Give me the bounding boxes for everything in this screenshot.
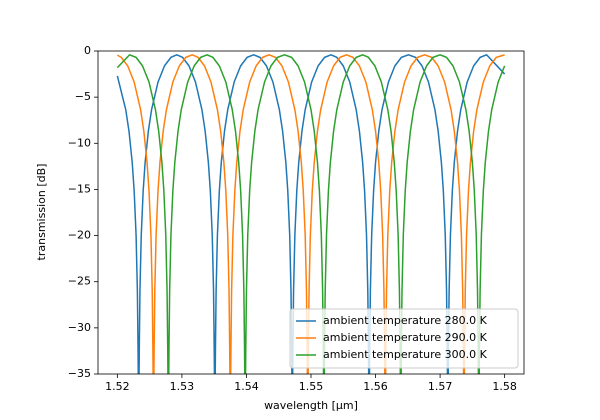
- legend-box: [289, 308, 519, 369]
- series-line: [116, 54, 506, 374]
- y-tick-label: −5: [75, 90, 91, 103]
- series-line: [116, 54, 505, 374]
- x-tick-label: 1.54: [234, 380, 259, 393]
- legend-label: ambient temperature 280.0 K: [323, 314, 488, 327]
- x-tick-label: 1.55: [299, 380, 324, 393]
- x-tick-label: 1.53: [170, 380, 195, 393]
- y-tick-label: −10: [68, 136, 91, 149]
- y-tick-label: −30: [68, 321, 91, 334]
- y-tick-label: −15: [68, 182, 91, 195]
- y-tick-label: −20: [68, 229, 91, 242]
- x-tick-label: 1.52: [105, 380, 130, 393]
- axes-frame: [97, 50, 525, 375]
- y-tick-label: −35: [68, 367, 91, 380]
- x-tick-label: 1.56: [363, 380, 388, 393]
- y-axis-label: transmission [dB]: [35, 164, 48, 261]
- x-axis-label: wavelength [μm]: [264, 399, 358, 412]
- y-tick-label: 0: [84, 44, 91, 57]
- x-tick-label: 1.58: [492, 380, 517, 393]
- legend-label: ambient temperature 290.0 K: [323, 331, 488, 344]
- x-tick-label: 1.57: [428, 380, 453, 393]
- legend-label: ambient temperature 300.0 K: [323, 348, 488, 361]
- y-tick-label: −25: [68, 275, 91, 288]
